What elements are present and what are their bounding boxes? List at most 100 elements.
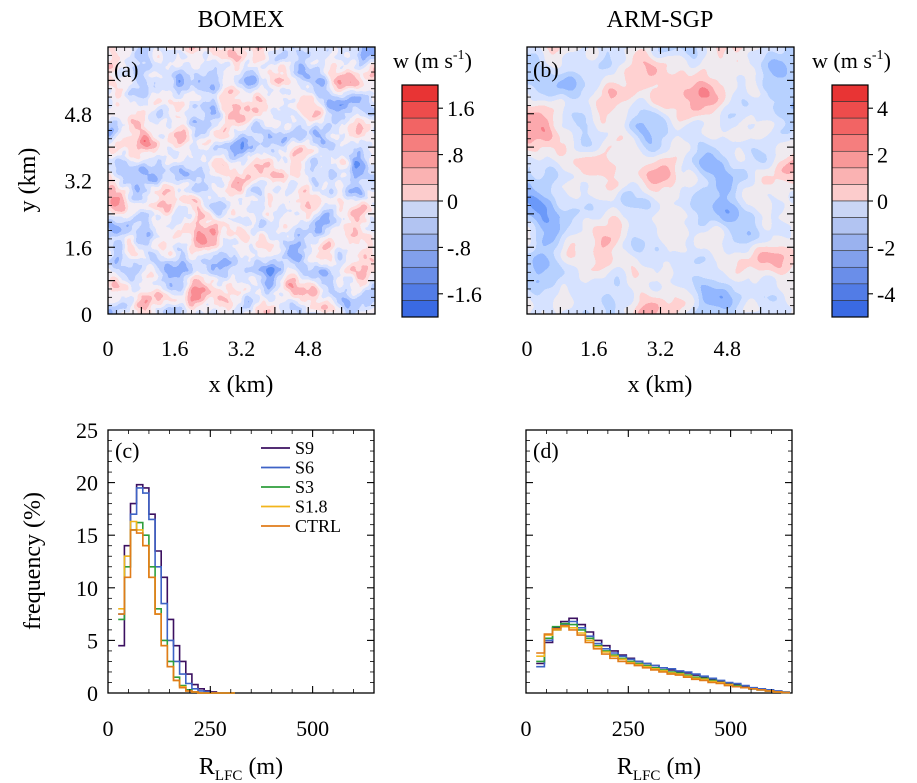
panel-c-ylabel: frequency (%)	[20, 492, 46, 630]
colorbar-a-label-main: w (m s	[393, 48, 453, 73]
panel-d: (d) RLFC (m) 0 250 500	[521, 429, 793, 783]
panel-c-ticks	[108, 430, 374, 693]
legend-label-s1-8: S1.8	[295, 497, 328, 517]
colorbar-b-label-sup: -1	[872, 48, 884, 63]
xtick-label: 1.6	[580, 336, 608, 361]
colorbar-swatch	[831, 134, 869, 152]
colorbar-swatch	[831, 250, 869, 268]
panel-a: BOMEX (a) y (km) x (km) 0 1.6 3.2 4.8 0 1.6 3…	[15, 7, 482, 398]
xtick-label: 4.8	[295, 336, 323, 361]
panel-d-series-s1-8	[536, 625, 790, 694]
panel-c-ytick-label: 25	[76, 418, 98, 443]
panel-d-xtick-labels: 0 250 500	[521, 716, 748, 741]
panel-c-xtick-label: 250	[194, 716, 227, 741]
panel-c-series-ctrl	[118, 529, 235, 694]
colorbar-a: 1.6 .8 0 -.8 -1.6	[401, 84, 482, 318]
colorbar-swatch	[831, 167, 869, 185]
legend-label-s6: S6	[295, 458, 314, 478]
panel-b-xtick-labels: 0 1.6 3.2 4.8	[522, 336, 742, 361]
colorbar-swatch	[831, 150, 869, 169]
colorbar-tick-label: 2	[877, 143, 888, 168]
colorbar-swatch	[831, 117, 869, 136]
panel-d-ticks	[526, 430, 792, 693]
panel-d-xtick-label: 0	[521, 716, 532, 741]
panel-b: ARM-SGP (b) x (km) 0 1.6 3.2 4.8 w (m s-1) …	[522, 7, 896, 398]
panel-b-ticks	[527, 47, 794, 314]
colorbar-tick-label: -.8	[447, 235, 471, 260]
panel-a-tag: (a)	[114, 57, 138, 82]
xtick-label: 1.6	[161, 336, 189, 361]
colorbar-swatch	[401, 233, 439, 252]
panel-d-series	[536, 617, 790, 694]
ytick-label: 1.6	[65, 235, 93, 260]
panel-d-xtick-label: 500	[714, 716, 747, 741]
legend-label-s9: S9	[295, 438, 314, 458]
panel-d-series-s3	[536, 622, 790, 694]
xtick-label: 4.8	[714, 336, 742, 361]
panel-d-frame	[525, 429, 793, 694]
panel-c-ytick-label: 15	[76, 523, 98, 548]
panel-b-xlabel: x (km)	[628, 372, 693, 398]
panel-c-series-s6	[118, 487, 235, 694]
colorbar-swatch	[831, 101, 869, 119]
colorbar-swatch	[831, 266, 869, 285]
colorbar-tick-label: 1.6	[447, 96, 475, 121]
panel-d-xlabel-main: R	[617, 754, 633, 780]
colorbar-a-label-end: )	[465, 48, 472, 73]
colorbar-swatch	[401, 217, 439, 235]
panel-c-xlabel-unit: (m)	[242, 754, 283, 780]
panel-d-xlabel: RLFC (m)	[617, 754, 701, 783]
panel-a-ylabel: y (km)	[15, 148, 41, 213]
colorbar-swatch	[401, 266, 439, 285]
colorbar-b-label-main: w (m s	[812, 48, 872, 73]
colorbar-swatch	[831, 283, 869, 301]
panel-d-tag: (d)	[533, 438, 559, 463]
legend-label-ctrl: CTRL	[295, 516, 341, 536]
colorbar-b-label: w (m s-1)	[812, 48, 891, 73]
panel-c-series	[118, 483, 235, 694]
colorbar-tick-label: 0	[447, 189, 458, 214]
colorbar-swatch	[831, 200, 869, 218]
colorbar-swatch	[401, 200, 439, 218]
colorbar-a-label-sup: -1	[453, 48, 465, 63]
colorbar-swatch	[401, 84, 439, 102]
panel-d-xlabel-sub: LFC	[633, 768, 661, 783]
panel-d-xtick-label: 250	[612, 716, 645, 741]
panel-b-tag: (b)	[533, 57, 559, 82]
panel-d-series-ctrl	[536, 624, 790, 694]
colorbar-swatch	[401, 150, 439, 169]
panel-a-ytick-labels: 0 1.6 3.2 4.8	[65, 102, 93, 327]
panel-c-tag: (c)	[115, 438, 139, 463]
colorbar-tick-label: 0	[877, 189, 888, 214]
colorbar-tick-label: -2	[877, 235, 895, 260]
panel-c-ytick-label: 10	[76, 576, 98, 601]
colorbar-swatch	[401, 167, 439, 185]
colorbar-swatch	[831, 233, 869, 252]
panel-c-ytick-label: 5	[87, 628, 98, 653]
panel-c-series-s1-8	[118, 520, 235, 694]
panel-c-frame	[107, 429, 375, 694]
colorbar-tick-label: -1.6	[447, 282, 482, 307]
colorbar-swatch	[401, 283, 439, 301]
colorbar-swatch	[401, 250, 439, 268]
panel-c-xtick-label: 500	[296, 716, 329, 741]
colorbar-tick-label: .8	[447, 143, 464, 168]
colorbar-swatch	[831, 84, 869, 102]
panel-b-field	[527, 47, 794, 314]
colorbar-b: 4 2 0 -2 -4	[831, 84, 895, 318]
legend-label-s3: S3	[295, 477, 314, 497]
panel-c-series-s3	[118, 521, 235, 694]
xtick-label: 0	[522, 336, 533, 361]
panel-c-xtick-labels: 0 250 500	[103, 716, 330, 741]
ytick-label: 0	[81, 302, 92, 327]
panel-c-xlabel-sub: LFC	[215, 768, 243, 783]
panel-d-xlabel-unit: (m)	[660, 754, 701, 780]
panel-a-xlabel: x (km)	[209, 372, 274, 398]
colorbar-swatch	[401, 117, 439, 136]
panel-a-xtick-labels: 0 1.6 3.2 4.8	[103, 336, 323, 361]
xtick-label: 0	[103, 336, 114, 361]
colorbar-swatch	[831, 217, 869, 235]
